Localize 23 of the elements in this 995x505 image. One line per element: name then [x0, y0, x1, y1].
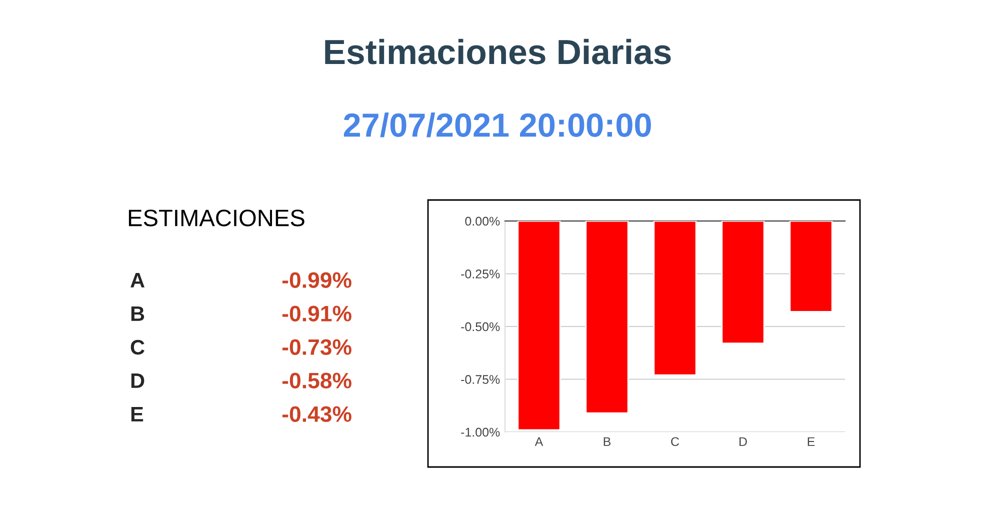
- text: D: [131, 374, 144, 388]
- text: 27/07/2021 20:00:00: [344, 112, 651, 138]
- x-tick-label: B: [604, 437, 611, 446]
- text: B: [131, 306, 144, 321]
- y-tick-label: -1.00%: [461, 428, 500, 437]
- x-tick-label: A: [534, 437, 544, 446]
- y-tick-label: -0.75%: [461, 375, 500, 384]
- text: E: [131, 407, 144, 422]
- text: -0.58%: [282, 372, 352, 388]
- x-tick-label: E: [808, 437, 815, 446]
- x-tick-label: C: [671, 437, 680, 446]
- text: -0.73%: [282, 339, 352, 355]
- text: ESTIMACIONES: [128, 210, 304, 226]
- text: -0.99%: [282, 272, 352, 288]
- text: A: [130, 273, 144, 288]
- text: C: [130, 340, 144, 355]
- text: -0.91%: [282, 306, 352, 322]
- y-tick-label: -0.50%: [461, 322, 500, 332]
- y-tick-label: 0.00%: [465, 216, 500, 226]
- x-tick-label: D: [740, 437, 747, 446]
- text: -0.43%: [282, 406, 352, 422]
- text: Estimaciones Diarias: [325, 38, 671, 64]
- y-tick-label: -0.25%: [461, 270, 500, 278]
